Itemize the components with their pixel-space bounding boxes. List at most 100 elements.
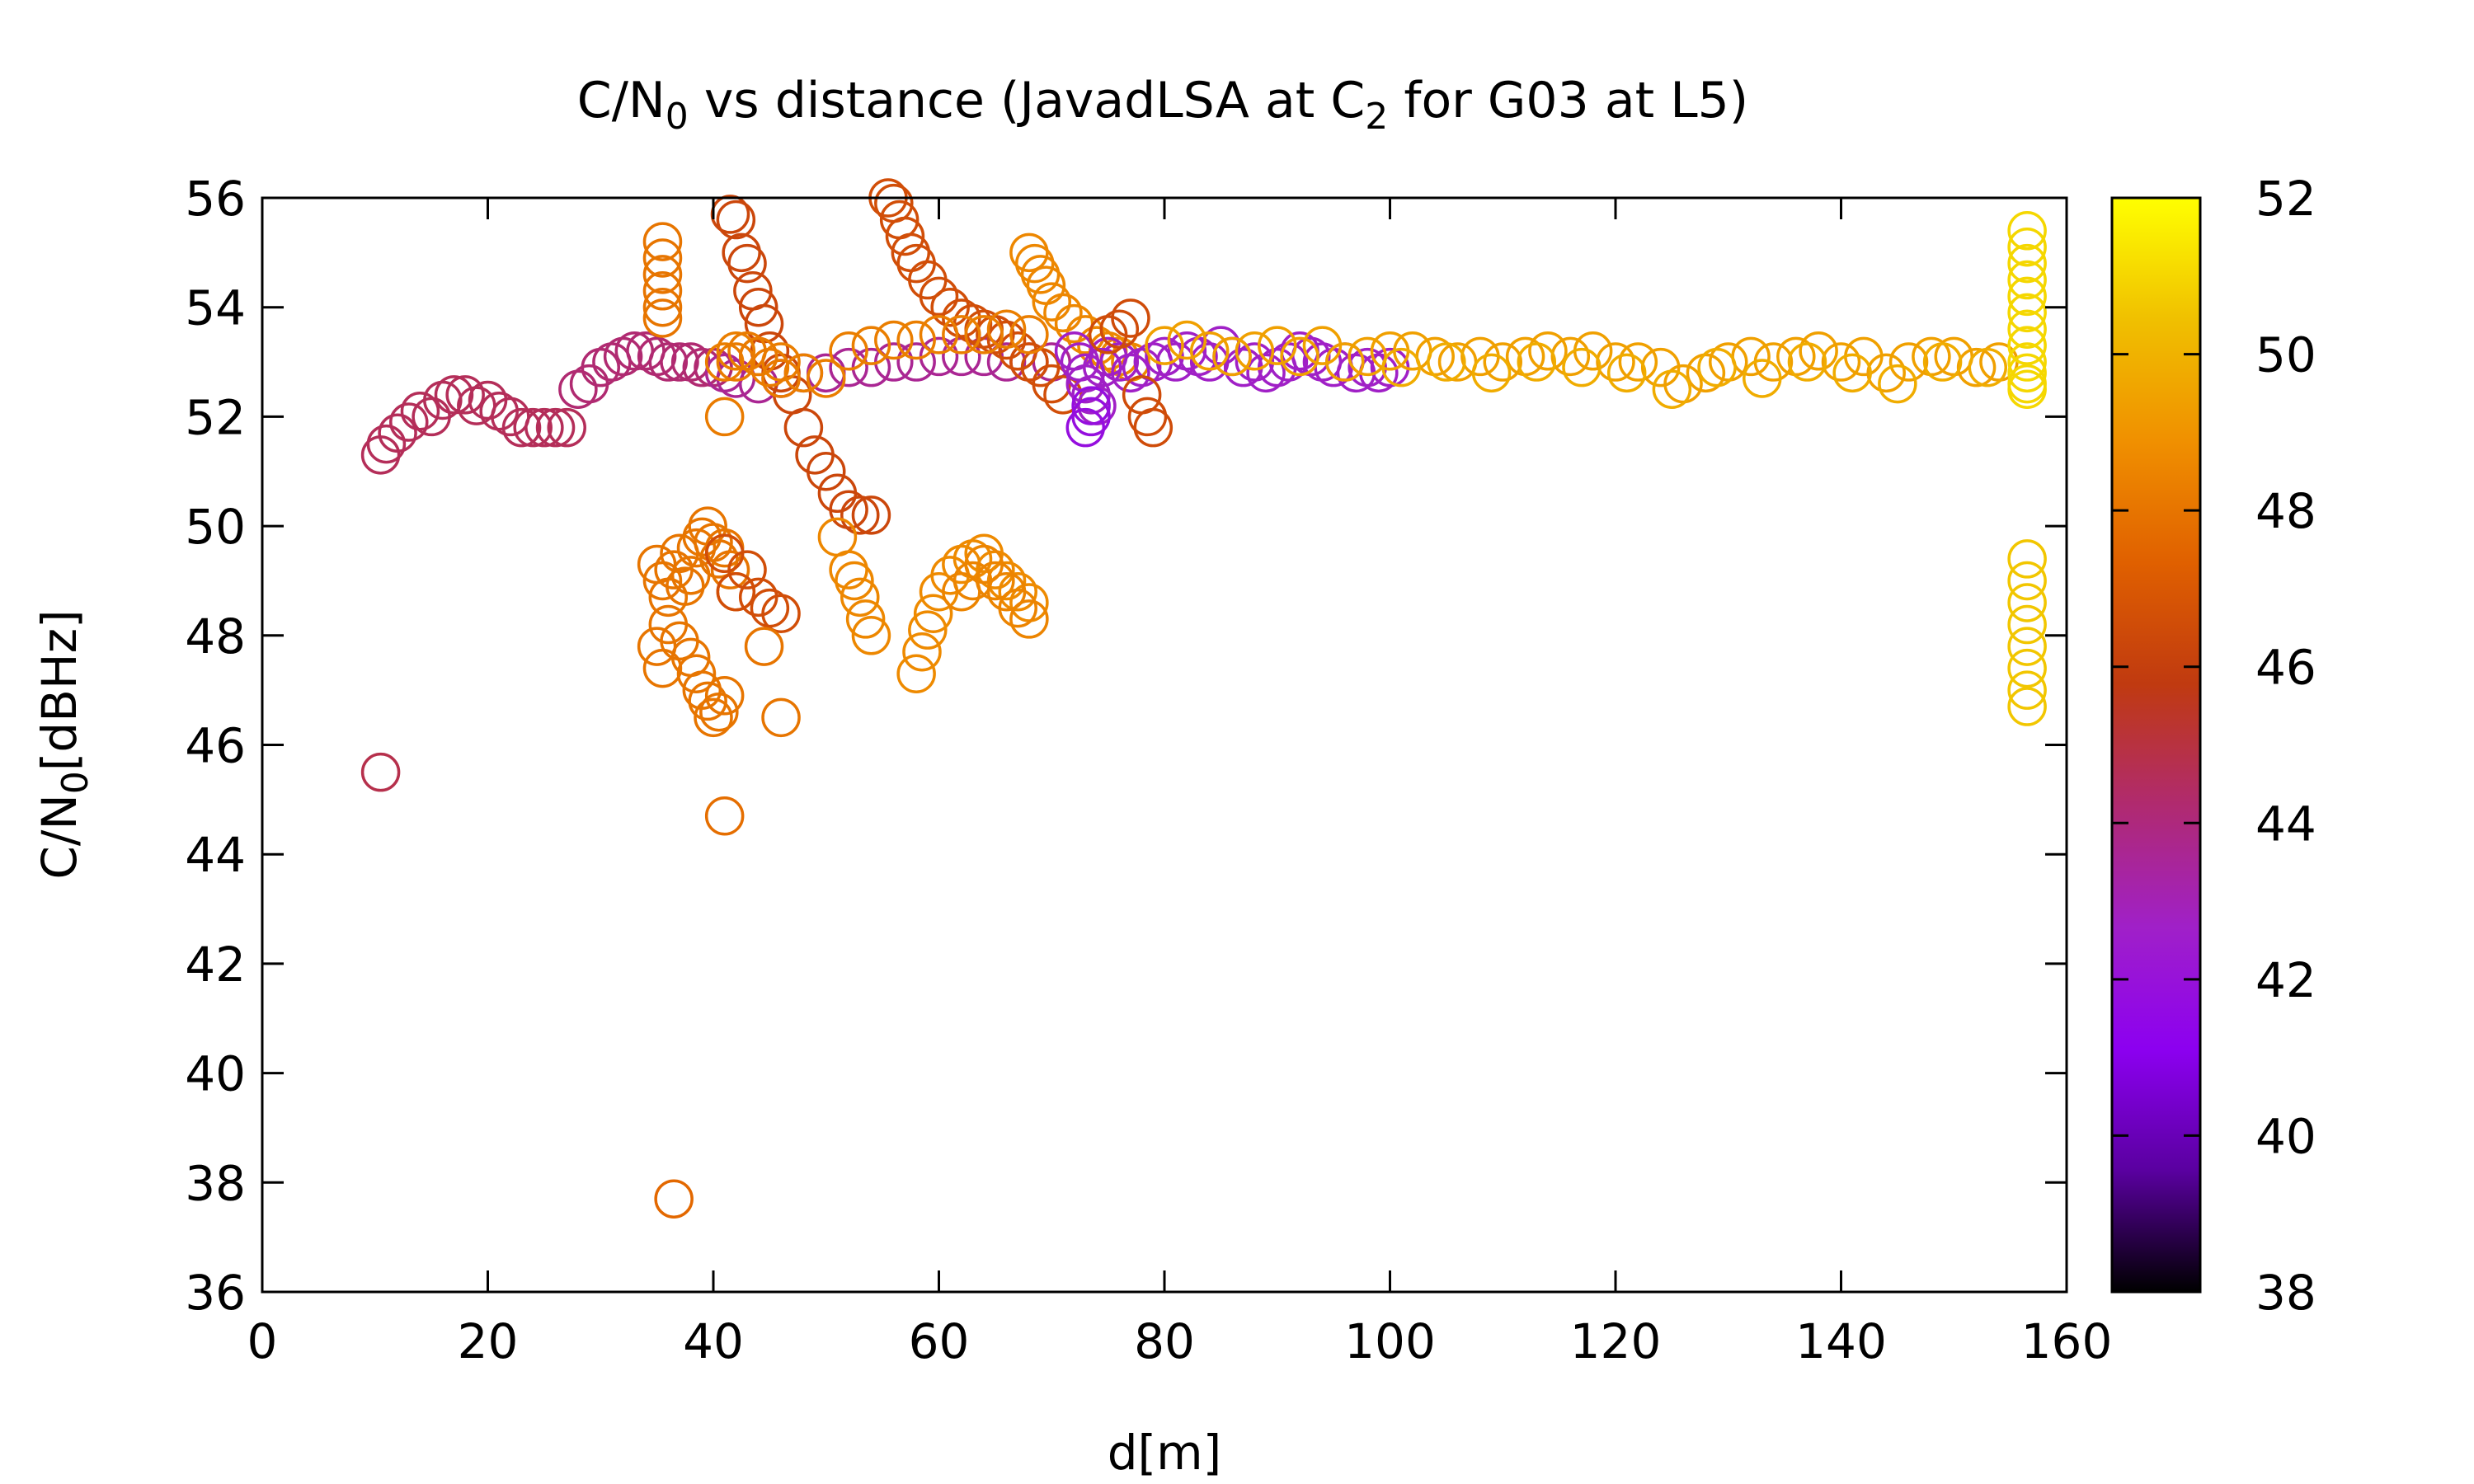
y-tick-label: 50 <box>185 499 246 555</box>
data-point <box>547 407 586 448</box>
data-point <box>896 320 936 360</box>
data-point <box>1127 397 1168 437</box>
data-point <box>986 320 1027 360</box>
data-point <box>445 375 485 415</box>
x-tick-label: 20 <box>458 1313 519 1369</box>
data-point <box>874 320 914 360</box>
data-point <box>2007 369 2047 409</box>
data-point <box>1922 342 1963 382</box>
data-point <box>2007 561 2047 601</box>
data-point <box>2007 539 2047 579</box>
data-point <box>1471 353 1512 393</box>
data-point <box>1145 326 1184 365</box>
data-point <box>986 309 1027 349</box>
chart-title: C/N0 vs distance (JavadLSA at C2 for G03… <box>577 72 1748 138</box>
data-point <box>919 276 959 317</box>
data-point <box>896 342 936 382</box>
data-point <box>1122 375 1162 415</box>
data-point <box>660 342 699 382</box>
data-point <box>2007 227 2047 267</box>
colorbar-tick-label: 40 <box>2255 1108 2316 1164</box>
data-point <box>1697 347 1737 387</box>
data-point <box>704 796 745 836</box>
data-point <box>2007 293 2047 333</box>
plot-area <box>360 178 2047 1219</box>
colorbar-tick-label: 44 <box>2255 796 2316 852</box>
data-point <box>1009 599 1049 639</box>
data-point <box>1071 375 1111 415</box>
data-point <box>1043 293 1083 333</box>
data-point <box>360 752 401 792</box>
data-point <box>2007 243 2047 284</box>
data-point <box>840 577 880 618</box>
data-point <box>1866 353 1906 393</box>
data-point <box>637 627 677 666</box>
data-point <box>1483 342 1522 382</box>
y-tick-label: 46 <box>185 718 246 774</box>
data-point <box>722 232 761 273</box>
data-point <box>366 424 407 464</box>
data-point <box>783 407 824 448</box>
data-point <box>913 594 953 634</box>
data-point <box>829 331 868 371</box>
data-point <box>817 473 858 514</box>
y-tick-label: 54 <box>185 280 246 336</box>
data-point <box>1212 336 1252 377</box>
y-axis: 36 38 40 42 44 46 48 50 52 54 56 <box>185 171 2067 1321</box>
data-point <box>1743 359 1782 398</box>
colorbar: 38 40 42 44 46 48 50 52 <box>2110 171 2316 1321</box>
data-point <box>1731 336 1771 377</box>
data-point <box>1787 342 1827 382</box>
data-point <box>1381 347 1421 387</box>
data-point <box>1652 369 1692 409</box>
data-point <box>744 627 784 666</box>
data-point <box>840 495 880 535</box>
data-point <box>2007 353 2047 393</box>
data-point <box>710 550 750 589</box>
x-axis-label: d[m] <box>1108 1425 1222 1481</box>
data-point <box>2007 276 2047 317</box>
data-point <box>642 271 683 311</box>
data-point <box>738 336 778 377</box>
data-point <box>986 342 1027 382</box>
data-point <box>998 588 1037 628</box>
y-tick-label: 48 <box>185 608 246 665</box>
data-point <box>1460 336 1500 377</box>
data-point <box>716 571 756 612</box>
data-point <box>535 407 576 448</box>
data-point <box>676 528 717 568</box>
data-point <box>807 359 846 398</box>
x-tick-label: 160 <box>2021 1313 2113 1369</box>
data-point <box>1956 347 1997 387</box>
data-point <box>642 287 683 327</box>
data-point <box>1133 407 1174 448</box>
data-point <box>2007 687 2047 726</box>
y-tick-label: 44 <box>185 827 246 883</box>
data-point <box>1167 320 1207 360</box>
data-point <box>851 326 891 365</box>
data-point <box>2007 342 2047 382</box>
data-point <box>964 315 1004 355</box>
data-point <box>908 610 948 650</box>
data-point <box>1258 326 1297 365</box>
data-point <box>1888 342 1929 382</box>
data-point <box>783 353 824 393</box>
data-point <box>2007 604 2047 645</box>
data-point <box>1083 347 1122 387</box>
data-point <box>1821 342 1861 382</box>
data-point <box>524 407 564 448</box>
data-point <box>851 495 891 535</box>
data-point <box>1099 309 1140 349</box>
data-point <box>902 632 942 672</box>
x-tick-label: 60 <box>909 1313 970 1369</box>
data-point <box>896 654 936 693</box>
data-point <box>1606 353 1647 393</box>
data-point <box>716 200 756 240</box>
plot-frame <box>261 196 2068 1294</box>
y-tick-label: 52 <box>185 389 246 445</box>
data-point <box>1325 342 1365 382</box>
data-point <box>1280 336 1319 377</box>
data-point <box>761 359 801 398</box>
data-point <box>660 621 699 661</box>
